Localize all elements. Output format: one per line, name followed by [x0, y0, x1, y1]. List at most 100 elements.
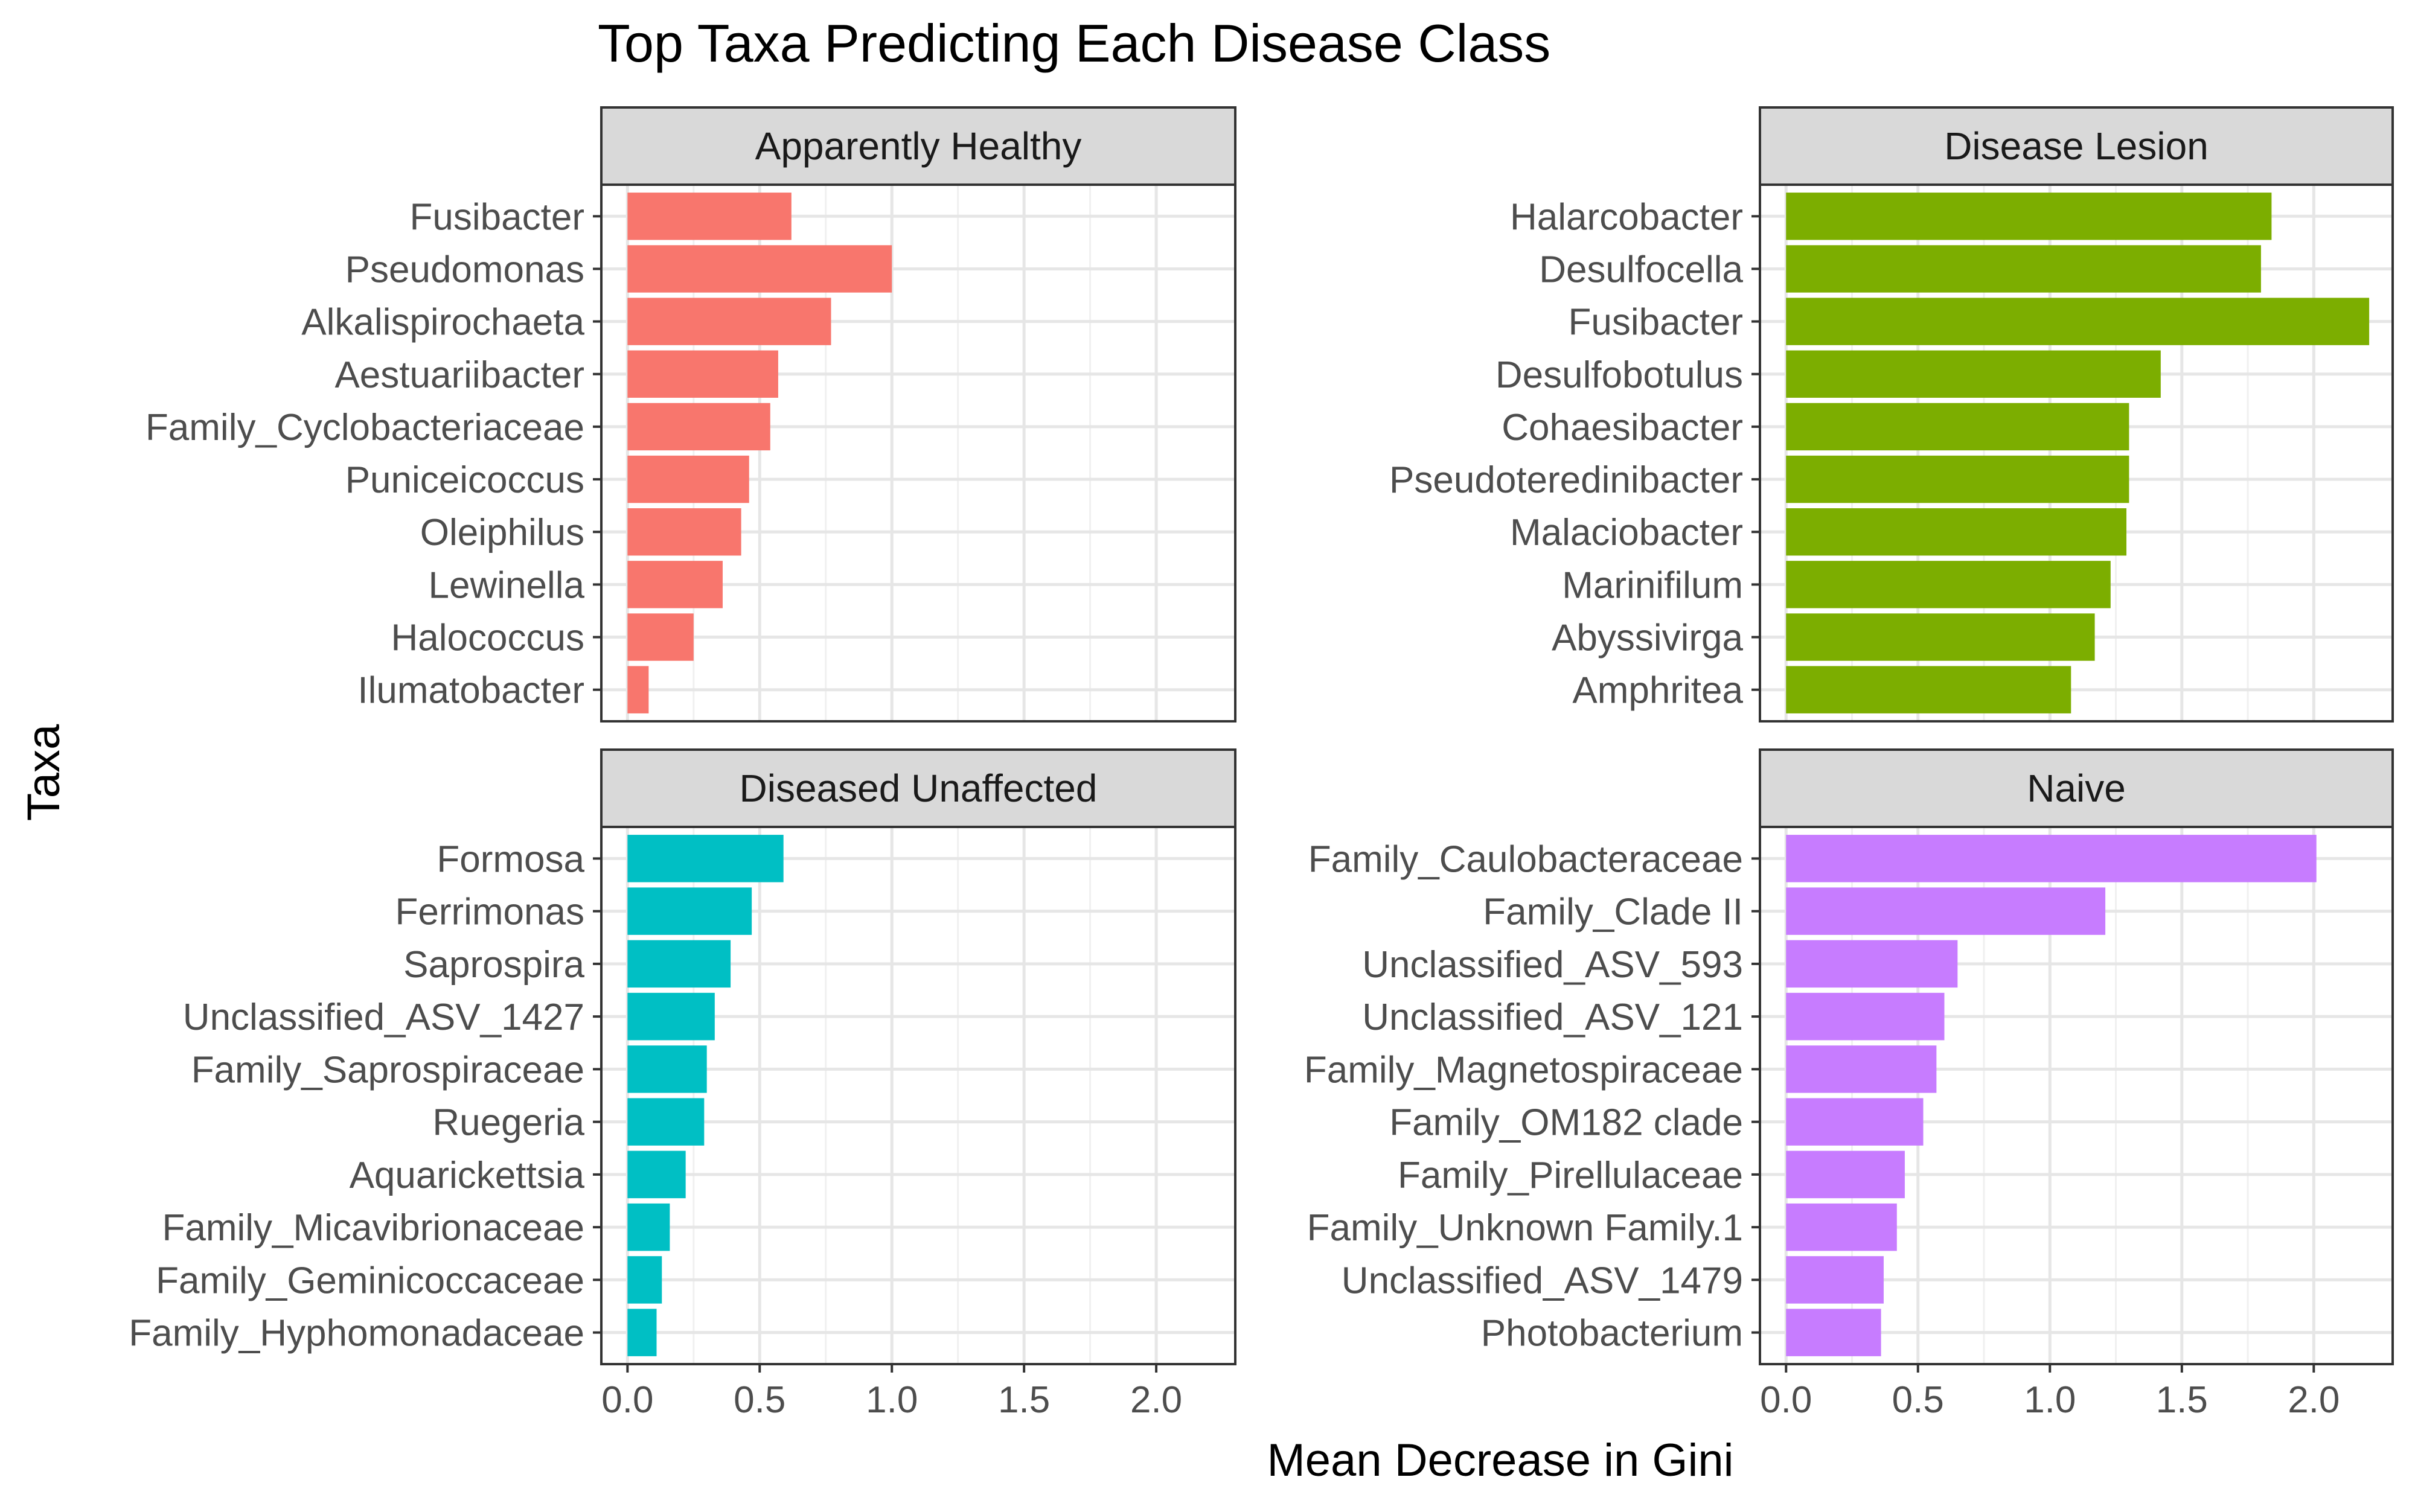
y-tick-label: Family_Clade II [1483, 892, 1743, 933]
y-tick-label: Halarcobacter [1510, 196, 1743, 238]
y-tick-label: Oleiphilus [420, 512, 584, 553]
x-tick-label: 1.5 [998, 1379, 1050, 1421]
y-tick-label: Fusibacter [410, 196, 584, 238]
y-tick-label: Unclassified_ASV_1427 [183, 997, 584, 1038]
facet-strip [600, 106, 1236, 186]
bar [1786, 940, 1958, 988]
bar [627, 1256, 662, 1304]
panel-1: Disease Lesion Halarcobacter Desulfocella F… [1389, 106, 2394, 723]
x-tick-label: 1.0 [866, 1379, 918, 1421]
bar [1786, 1098, 1924, 1146]
facet-strip-label: Apparently Healthy [755, 124, 1082, 168]
x-tick-label: 0.5 [734, 1379, 785, 1421]
panel-2: Diseased Unaffected Formosa Ferrimonas Sapr… [129, 748, 1236, 1421]
y-tick-label: Lewinella [428, 564, 584, 606]
bar [1786, 613, 2095, 661]
x-tick-label: 1.5 [2156, 1379, 2208, 1421]
y-tick-label: Family_Geminicoccaceae [156, 1260, 584, 1301]
panels-layer: Apparently Healthy Fusibacter Pseudomonas A… [129, 106, 2394, 1421]
y-tick-label: Desulfobotulus [1495, 354, 1743, 396]
bar [1786, 193, 2272, 240]
y-tick-label: Desulfocella [1539, 249, 1743, 290]
bar [1786, 887, 2106, 935]
y-tick-label: Unclassified_ASV_593 [1362, 944, 1743, 986]
y-tick-label: Family_OM182 clade [1389, 1102, 1743, 1144]
y-tick-label: Halococcus [391, 617, 584, 659]
bar [627, 1309, 657, 1356]
facet-strip-label: Disease Lesion [1944, 124, 2209, 168]
bar [627, 350, 778, 398]
y-tick-label: Saprospira [403, 944, 584, 986]
y-tick-label: Family_Hyphomonadaceae [129, 1313, 584, 1354]
bar [1786, 561, 2111, 608]
y-tick-label: Abyssivirga [1552, 617, 1744, 659]
bar [627, 992, 715, 1041]
bar [1786, 1150, 1905, 1199]
panel-3: Naive Family_Caulobacteraceae Family_Clade… [1304, 748, 2394, 1421]
x-tick-label: 0.0 [601, 1379, 653, 1421]
bar [1786, 455, 2129, 503]
facet-strip [1759, 106, 2394, 186]
panel-0: Apparently Healthy Fusibacter Pseudomonas A… [146, 106, 1236, 723]
x-tick-label: 0.0 [1760, 1379, 1812, 1421]
bar [627, 1203, 670, 1251]
bar [1786, 666, 2071, 713]
y-tick-label: Family_Caulobacteraceae [1308, 838, 1743, 880]
y-tick-label: Family_Cyclobacteriaceae [146, 407, 584, 448]
facet-strip [600, 748, 1236, 828]
y-tick-label: Amphritea [1572, 670, 1743, 712]
x-tick-label: 2.0 [2288, 1379, 2340, 1421]
y-tick-label: Ilumatobacter [357, 670, 584, 712]
y-tick-label: Cohaesibacter [1502, 407, 1743, 448]
y-tick-label: Malaciobacter [1510, 512, 1743, 553]
bar [1786, 835, 2317, 882]
bar [627, 1150, 686, 1199]
y-tick-label: Marinifilum [1562, 564, 1743, 606]
y-axis-title: Taxa [18, 724, 69, 821]
facet-strip-label: Naive [2027, 767, 2126, 810]
bar [627, 403, 770, 451]
bar [627, 1045, 707, 1093]
y-tick-label: Family_Pirellulaceae [1398, 1155, 1743, 1196]
bar [627, 298, 831, 345]
bar [627, 193, 792, 240]
bar [627, 508, 741, 556]
bar [627, 1098, 705, 1146]
y-tick-label: Family_Magnetospiraceae [1304, 1049, 1743, 1091]
bar [627, 613, 694, 661]
y-tick-label: Fusibacter [1569, 302, 1743, 343]
y-tick-label: Ruegeria [432, 1102, 584, 1144]
bar [627, 561, 723, 608]
bar [1786, 508, 2127, 556]
chart-title: Top Taxa Predicting Each Disease Class [598, 13, 1550, 73]
bar [627, 835, 784, 882]
y-tick-label: Family_Micavibrionaceae [162, 1207, 585, 1249]
bar [1786, 1309, 1881, 1356]
y-tick-label: Pseudoteredinibacter [1389, 459, 1743, 501]
x-axis-title: Mean Decrease in Gini [1267, 1435, 1733, 1486]
bar [1786, 298, 2370, 345]
x-tick-label: 2.0 [1130, 1379, 1182, 1421]
x-tick-label: 0.5 [1892, 1379, 1944, 1421]
bar [1786, 1256, 1884, 1304]
y-tick-label: Alkalispirochaeta [301, 302, 584, 343]
y-tick-label: Pseudomonas [345, 249, 584, 290]
y-tick-label: Formosa [437, 838, 584, 880]
y-tick-label: Aquarickettsia [350, 1155, 585, 1196]
x-tick-label: 1.0 [2024, 1379, 2076, 1421]
bar [1786, 245, 2261, 293]
facet-strip-label: Diseased Unaffected [740, 767, 1098, 810]
bar [1786, 350, 2161, 398]
y-tick-label: Puniceicoccus [345, 459, 584, 501]
facet-strip [1759, 748, 2394, 828]
bar [1786, 1203, 1897, 1251]
y-tick-label: Photobacterium [1481, 1313, 1743, 1354]
bar [1786, 992, 1945, 1041]
y-tick-label: Unclassified_ASV_1479 [1342, 1260, 1743, 1301]
bar [627, 245, 892, 293]
y-tick-label: Unclassified_ASV_121 [1362, 997, 1743, 1038]
bar [627, 940, 731, 988]
bar [1786, 1045, 1937, 1093]
